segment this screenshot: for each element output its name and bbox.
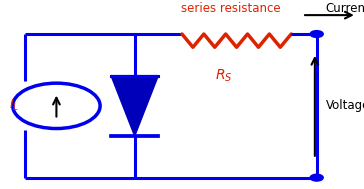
Text: series resistance: series resistance [181, 2, 281, 15]
Text: Voltage: Voltage [326, 99, 364, 112]
Text: $I_L$: $I_L$ [9, 98, 19, 113]
Polygon shape [111, 76, 158, 136]
Text: Current: Current [326, 2, 364, 15]
Circle shape [310, 174, 323, 181]
Text: $R_S$: $R_S$ [215, 67, 233, 84]
Circle shape [310, 31, 323, 37]
